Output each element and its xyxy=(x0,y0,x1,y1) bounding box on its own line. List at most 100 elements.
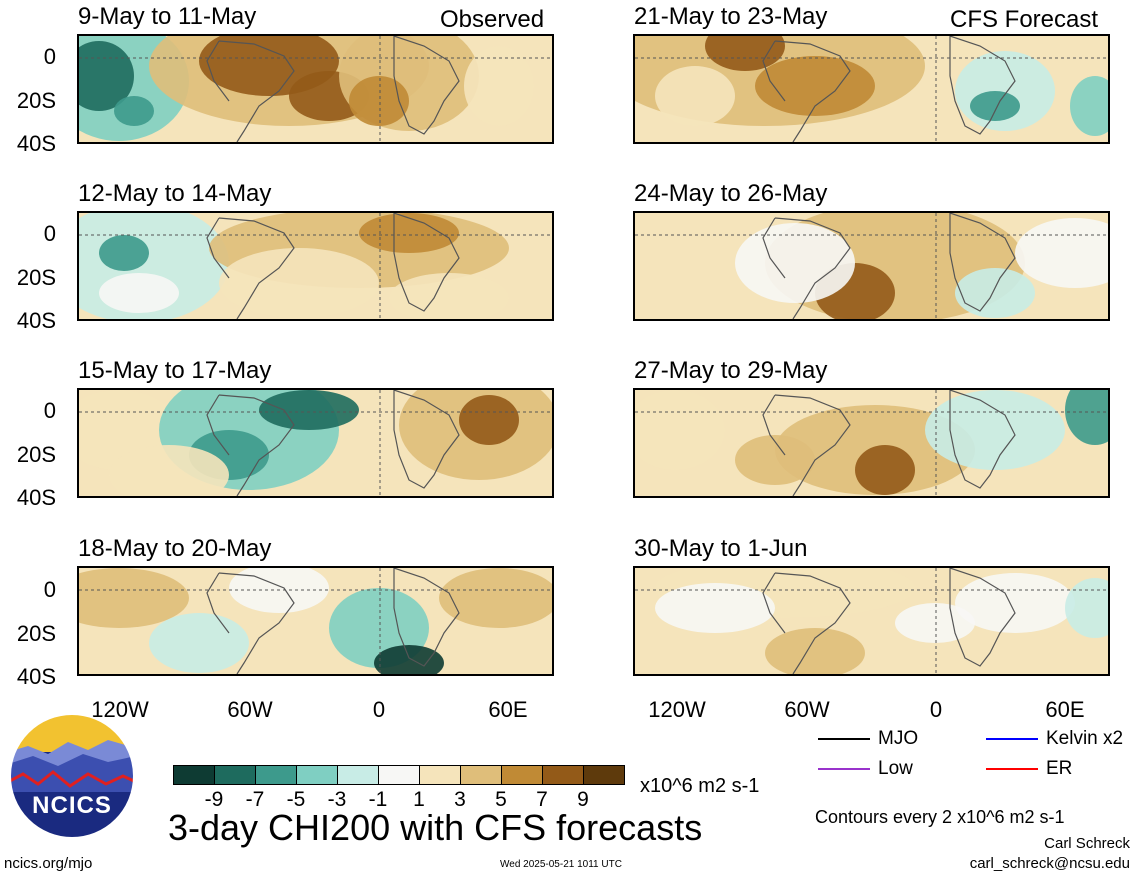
lon-label-0-left: 0 xyxy=(372,697,386,722)
south-america-outline xyxy=(206,572,295,674)
timestamp: Wed 2025-05-21 1011 UTC xyxy=(500,859,622,870)
anomaly-blob xyxy=(970,91,1020,121)
anomaly-blob xyxy=(955,268,1035,318)
colorbar-tick-label: 1 xyxy=(413,788,425,811)
anomaly-blob xyxy=(635,390,725,470)
map-panel-right-3 xyxy=(633,388,1110,498)
anomaly-blob xyxy=(79,568,189,628)
anomaly-blob xyxy=(1065,390,1108,445)
site-link[interactable]: ncics.org/mjo xyxy=(4,855,93,872)
legend-low-label: Low xyxy=(878,758,913,779)
colorbar-tick-label: 5 xyxy=(495,788,507,811)
lat-label-20s-row1: 20S xyxy=(16,88,56,113)
colorbar-tick-label: 3 xyxy=(454,788,466,811)
lon-label-0-right: 0 xyxy=(929,697,943,722)
panel-title-left-1: 9-May to 11-May xyxy=(78,3,257,30)
colorbar-tick-label: 7 xyxy=(536,788,548,811)
author-email[interactable]: carl_schreck@ncsu.edu xyxy=(969,855,1130,872)
map-panel-right-1 xyxy=(633,34,1110,144)
anomaly-field xyxy=(79,568,552,674)
observed-label: Observed xyxy=(440,6,545,33)
map-panel-right-4 xyxy=(633,566,1110,676)
colorbar-swatch xyxy=(583,765,625,785)
colorbar-swatch xyxy=(378,765,420,785)
africa-outline xyxy=(949,36,1016,135)
lat-label-20s-row3: 20S xyxy=(16,442,56,467)
anomaly-field xyxy=(635,390,1108,496)
south-america-outline xyxy=(206,394,295,496)
anomaly-blob xyxy=(109,445,229,496)
lon-label-120w-right: 120W xyxy=(648,697,706,722)
anomaly-blob xyxy=(259,390,359,430)
panel-title-right-1: 21-May to 23-May xyxy=(634,3,828,30)
anomaly-blob xyxy=(464,46,534,126)
lat-label-40s-row1: 40S xyxy=(16,131,56,156)
colorbar-tick-label: -1 xyxy=(368,788,388,811)
colorbar-tick-label: -3 xyxy=(327,788,347,811)
colorbar-swatch xyxy=(337,765,379,785)
lat-label-40s-row3: 40S xyxy=(16,485,56,510)
south-america-outline xyxy=(762,394,851,496)
africa-outline xyxy=(393,390,460,489)
colorbar-swatch xyxy=(419,765,461,785)
lat-label-40s-row4: 40S xyxy=(16,664,56,689)
anomaly-field xyxy=(635,568,1108,674)
colorbar-tick-label: -9 xyxy=(204,788,224,811)
ncics-logo-text: NCICS xyxy=(32,792,112,819)
lat-label-20s-row4: 20S xyxy=(16,621,56,646)
map-panel-right-2 xyxy=(633,211,1110,321)
anomaly-blob xyxy=(735,223,855,303)
colorbar-swatch xyxy=(255,765,297,785)
colorbar-swatch xyxy=(173,765,215,785)
panel-title-left-2: 12-May to 14-May xyxy=(78,180,272,207)
legend-low-line xyxy=(818,768,870,770)
anomaly-blob xyxy=(389,273,509,319)
anomaly-field xyxy=(79,213,552,319)
legend-er-line xyxy=(986,768,1038,770)
author-name: Carl Schreck xyxy=(1044,835,1130,852)
anomaly-blob xyxy=(1065,578,1108,638)
lon-label-60w-right: 60W xyxy=(784,697,830,722)
anomaly-blob xyxy=(765,628,865,674)
colorbar-swatch xyxy=(296,765,338,785)
south-america-outline xyxy=(206,217,295,319)
lon-label-120w-left: 120W xyxy=(91,697,149,722)
main-title: 3-day CHI200 with CFS forecasts xyxy=(168,807,703,848)
anomaly-blob xyxy=(705,36,785,71)
legend-er-label: ER xyxy=(1046,758,1073,779)
lon-label-60e-left: 60E xyxy=(488,697,528,722)
anomaly-blob xyxy=(655,66,735,126)
lat-label-0-row1: 0 xyxy=(43,44,56,69)
anomaly-blob xyxy=(955,573,1075,633)
lat-label-0-row3: 0 xyxy=(43,398,56,423)
contours-note: Contours every 2 x10^6 m2 s-1 xyxy=(815,807,1065,827)
africa-outline xyxy=(393,36,460,135)
anomaly-blob xyxy=(655,583,775,633)
map-panel-left-3 xyxy=(77,388,554,498)
africa-outline xyxy=(393,213,460,312)
map-panel-left-4 xyxy=(77,566,554,676)
anomaly-blob xyxy=(79,41,134,111)
anomaly-blob xyxy=(349,76,409,126)
anomaly-blob xyxy=(439,568,552,628)
anomaly-blob xyxy=(99,273,179,313)
colorbar-swatch xyxy=(542,765,584,785)
anomaly-blob xyxy=(855,445,915,495)
anomaly-field xyxy=(79,36,552,142)
ncics-logo[interactable]: NCICS xyxy=(8,712,136,840)
map-panel-left-1 xyxy=(77,34,554,144)
africa-outline xyxy=(949,390,1016,489)
africa-outline xyxy=(393,568,460,667)
south-america-outline xyxy=(206,40,295,142)
anomaly-blob xyxy=(459,395,519,445)
legend-kelvin-label: Kelvin x2 xyxy=(1046,728,1124,749)
panel-title-left-3: 15-May to 17-May xyxy=(78,357,272,384)
anomaly-blob xyxy=(735,435,815,485)
anomaly-blob xyxy=(1070,76,1108,136)
panel-title-right-3: 27-May to 29-May xyxy=(634,357,828,384)
panel-title-left-4: 18-May to 20-May xyxy=(78,535,272,562)
africa-outline xyxy=(949,213,1016,312)
colorbar-swatch xyxy=(214,765,256,785)
lat-label-40s-row2: 40S xyxy=(16,308,56,333)
anomaly-blob xyxy=(219,248,379,318)
